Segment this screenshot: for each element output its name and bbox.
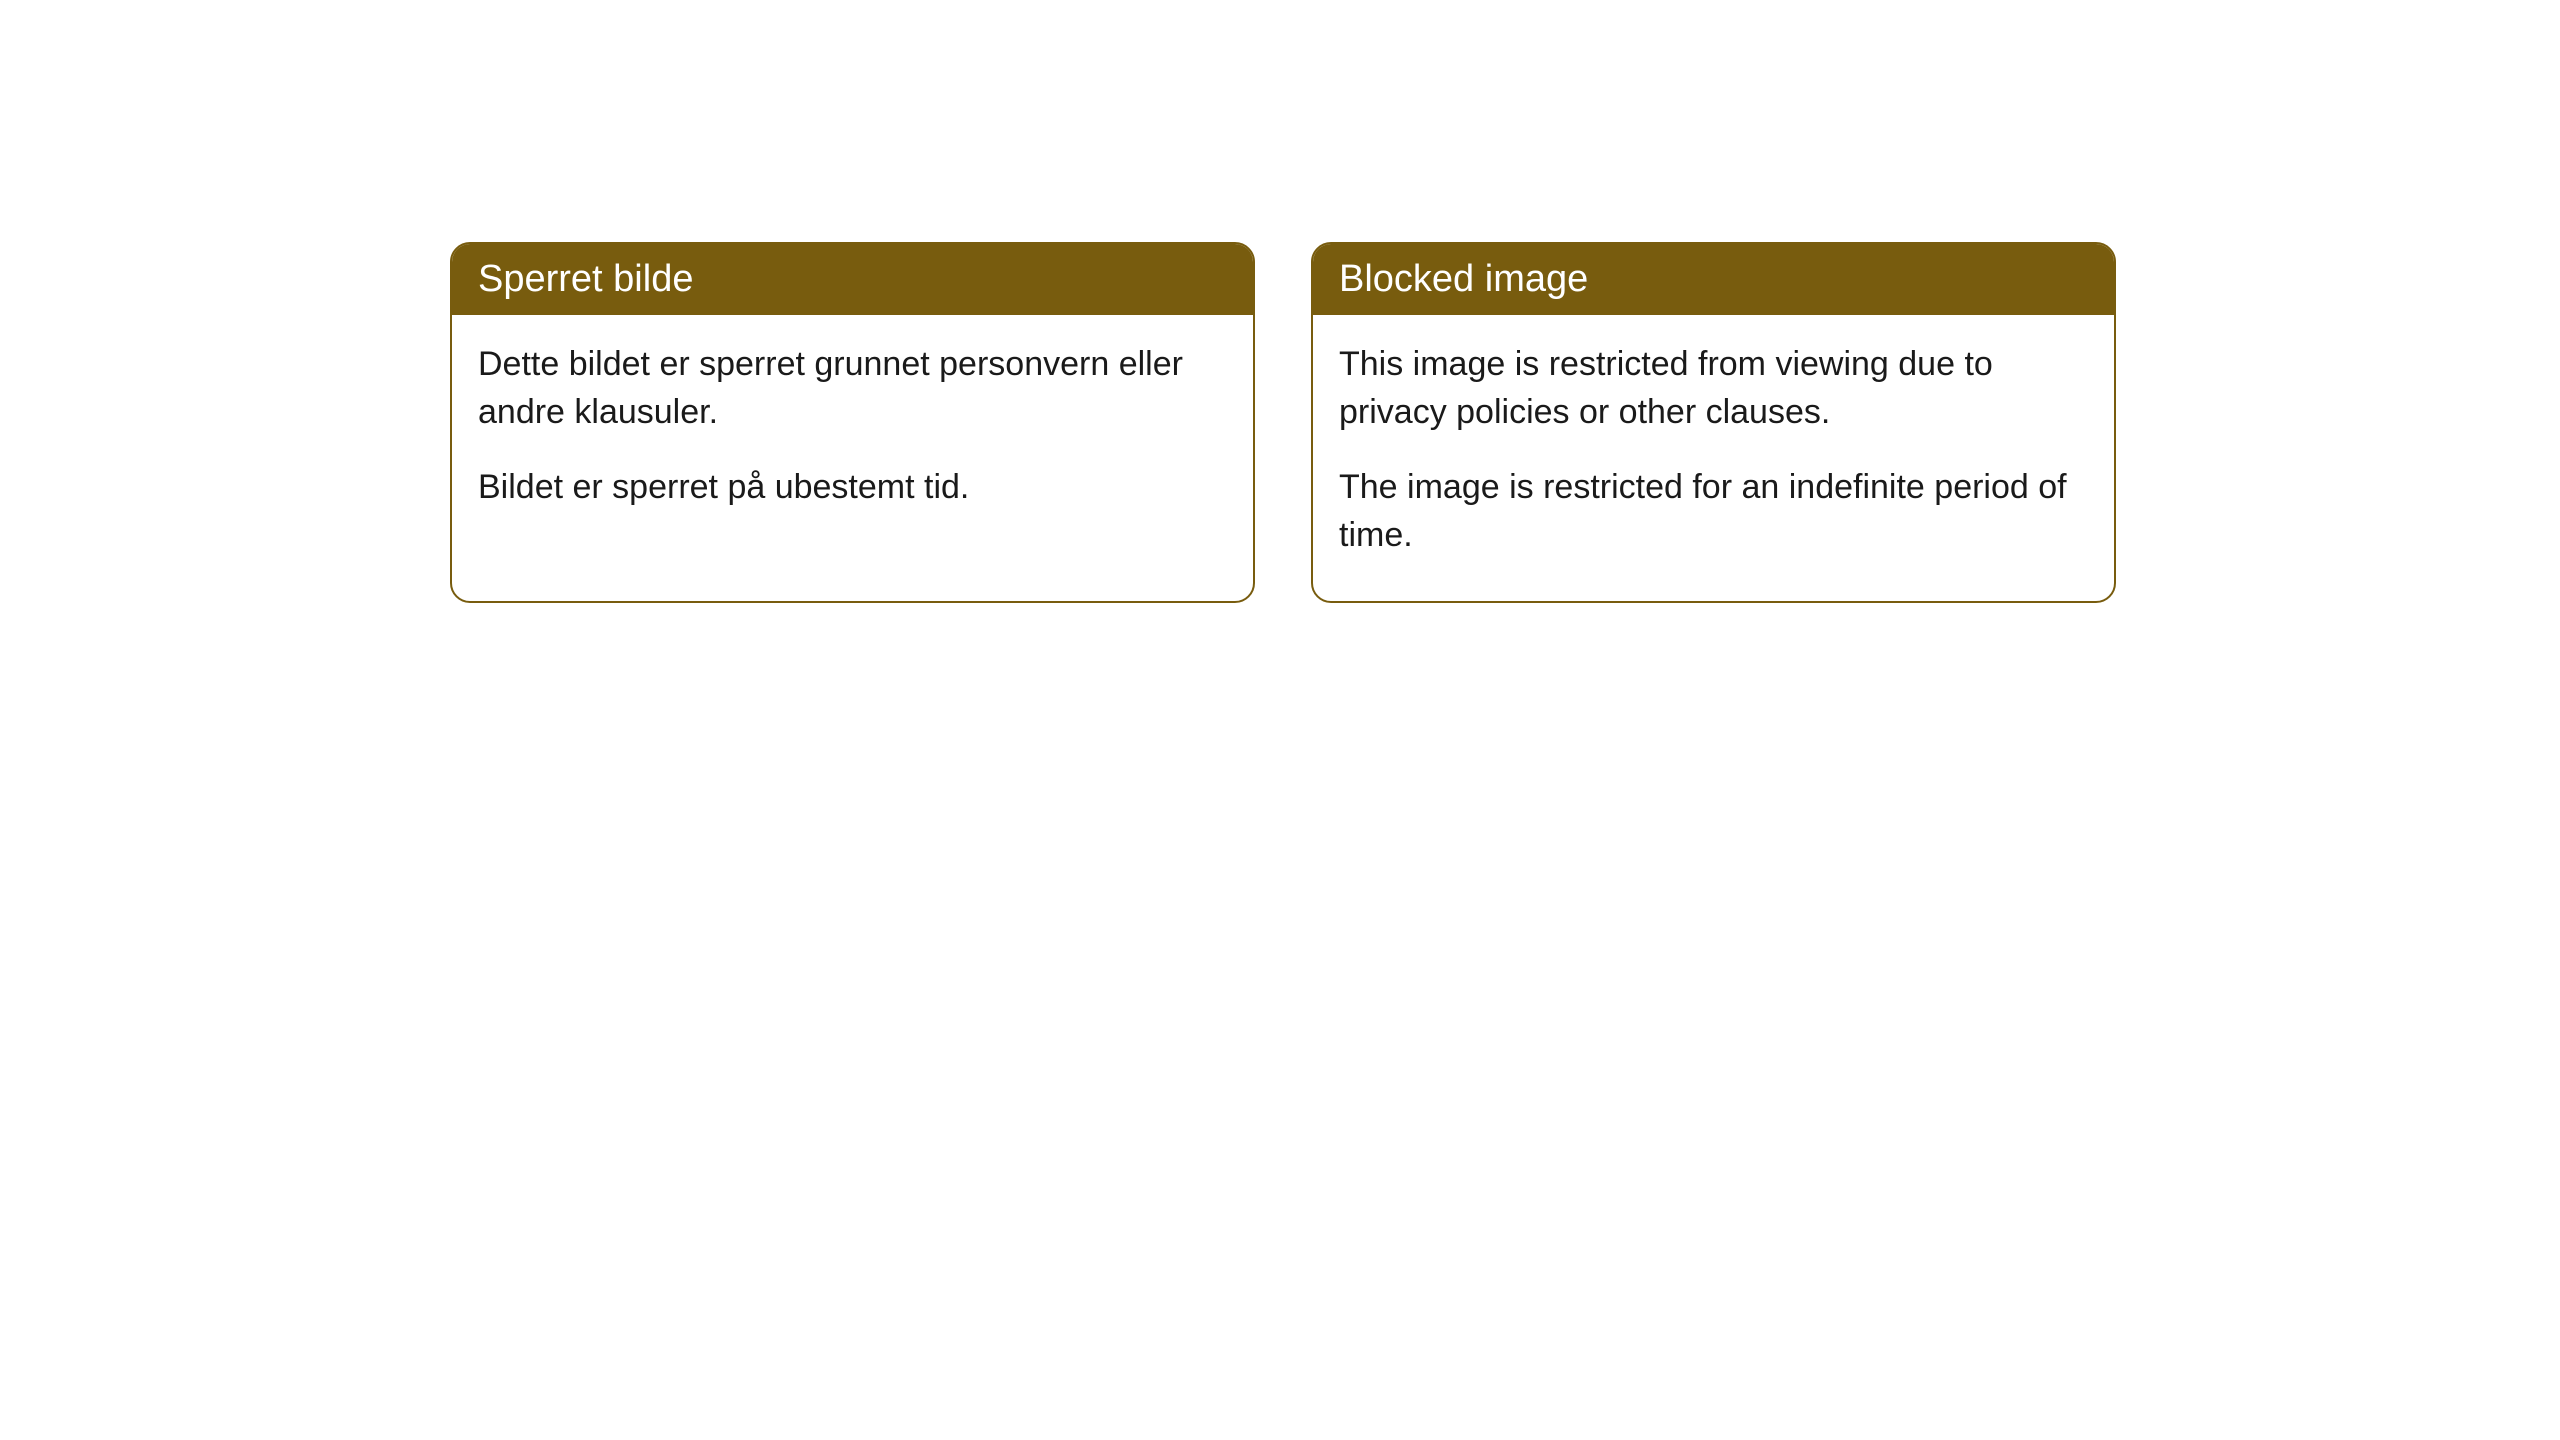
card-text-no-2: Bildet er sperret på ubestemt tid. xyxy=(478,464,1227,512)
card-body-no: Dette bildet er sperret grunnet personve… xyxy=(452,315,1253,554)
card-text-en-2: The image is restricted for an indefinit… xyxy=(1339,464,2088,559)
cards-container: Sperret bilde Dette bildet er sperret gr… xyxy=(0,0,2560,603)
card-header-en: Blocked image xyxy=(1313,244,2114,315)
card-text-no-1: Dette bildet er sperret grunnet personve… xyxy=(478,341,1227,436)
blocked-image-card-no: Sperret bilde Dette bildet er sperret gr… xyxy=(450,242,1255,603)
card-title-en: Blocked image xyxy=(1339,258,1588,300)
card-body-en: This image is restricted from viewing du… xyxy=(1313,315,2114,601)
card-title-no: Sperret bilde xyxy=(478,258,693,300)
card-text-en-1: This image is restricted from viewing du… xyxy=(1339,341,2088,436)
card-header-no: Sperret bilde xyxy=(452,244,1253,315)
blocked-image-card-en: Blocked image This image is restricted f… xyxy=(1311,242,2116,603)
